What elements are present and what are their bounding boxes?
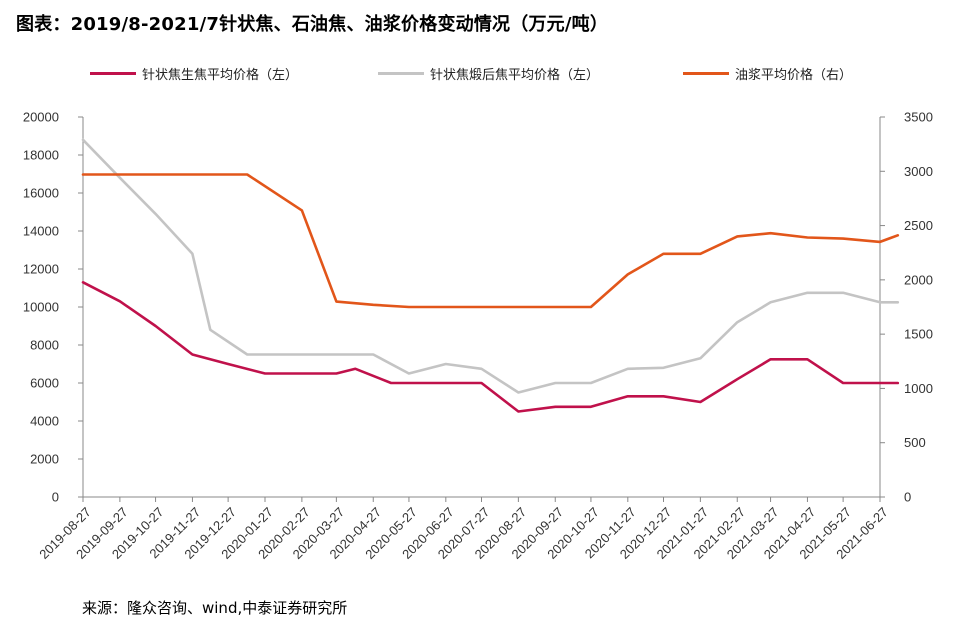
- legend-item: 针状焦生焦平均价格（左）: [90, 64, 298, 83]
- right-tick-label: 2500: [904, 218, 933, 233]
- left-tick-label: 2000: [30, 452, 59, 467]
- right-tick-label: 500: [904, 435, 926, 450]
- series-line-0: [81, 280, 900, 413]
- source-note: 来源：隆众咨询、wind,中泰证券研究所: [82, 599, 348, 617]
- right-tick-label: 2000: [904, 272, 933, 287]
- right-tick-label: 0: [904, 490, 911, 505]
- legend-swatch: [90, 72, 136, 75]
- legend: 针状焦生焦平均价格（左） 针状焦煅后焦平均价格（左） 油浆平均价格（右）: [0, 64, 971, 84]
- left-tick-label: 10000: [23, 300, 59, 315]
- right-tick-label: 1500: [904, 327, 933, 342]
- left-tick-label: 8000: [30, 338, 59, 353]
- legend-swatch: [378, 72, 424, 75]
- left-tick-label: 4000: [30, 414, 59, 429]
- legend-label: 针状焦煅后焦平均价格（左）: [430, 68, 600, 83]
- right-tick-label: 1000: [904, 381, 933, 396]
- left-tick-label: 0: [52, 490, 59, 505]
- chart-title: 图表：2019/8-2021/7针状焦、石油焦、油浆价格变动情况（万元/吨）: [16, 14, 609, 35]
- left-tick-label: 6000: [30, 376, 59, 391]
- left-tick-label: 20000: [23, 110, 59, 125]
- left-tick-label: 18000: [23, 148, 59, 163]
- right-tick-label: 3500: [904, 110, 933, 125]
- left-tick-label: 16000: [23, 186, 59, 201]
- legend-swatch: [683, 72, 729, 75]
- legend-item: 油浆平均价格（右）: [683, 64, 852, 83]
- left-tick-label: 14000: [23, 224, 59, 239]
- legend-label: 针状焦生焦平均价格（左）: [142, 68, 299, 83]
- left-tick-label: 12000: [23, 262, 59, 277]
- series-line-2: [81, 173, 900, 309]
- right-tick-label: 3000: [904, 164, 933, 179]
- legend-label: 油浆平均价格（右）: [735, 68, 853, 83]
- legend-item: 针状焦煅后焦平均价格（左）: [378, 64, 599, 83]
- series-line-1: [81, 138, 900, 394]
